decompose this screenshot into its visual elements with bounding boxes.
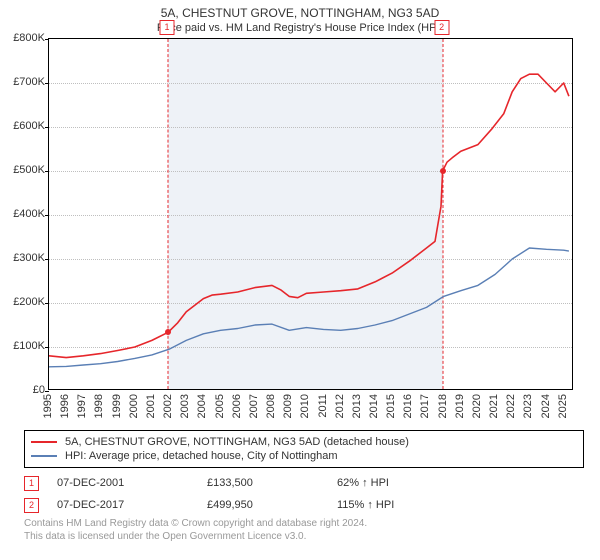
x-axis-label: 2002 xyxy=(162,394,174,418)
x-axis-label: 2017 xyxy=(419,394,431,418)
legend-label: HPI: Average price, detached house, City… xyxy=(65,450,338,462)
x-axis-label: 2012 xyxy=(334,394,346,418)
x-axis-label: 2023 xyxy=(522,394,534,418)
x-axis-label: 2015 xyxy=(385,394,397,418)
sale-dot xyxy=(165,329,171,335)
footer-line: This data is licensed under the Open Gov… xyxy=(24,531,584,544)
sale-points: 1 07-DEC-2001 £133,500 62% ↑ HPI 2 07-DE… xyxy=(24,472,584,516)
y-axis-label: £700K xyxy=(13,76,45,88)
x-axis-label: 2019 xyxy=(454,394,466,418)
x-axis-label: 2010 xyxy=(299,394,311,418)
x-axis-label: 1998 xyxy=(93,394,105,418)
legend-item: HPI: Average price, detached house, City… xyxy=(31,449,577,463)
legend-item: 5A, CHESTNUT GROVE, NOTTINGHAM, NG3 5AD … xyxy=(31,435,577,449)
y-axis-label: £200K xyxy=(13,296,45,308)
x-axis-label: 1996 xyxy=(59,394,71,418)
x-axis-label: 2005 xyxy=(214,394,226,418)
x-axis-label: 1999 xyxy=(111,394,123,418)
y-axis-label: £400K xyxy=(13,208,45,220)
x-axis-label: 1995 xyxy=(42,394,54,418)
x-axis-label: 2000 xyxy=(128,394,140,418)
footer-line: Contains HM Land Registry data © Crown c… xyxy=(24,518,584,531)
chart-container: £0£100K£200K£300K£400K£500K£600K£700K£80… xyxy=(48,38,573,390)
chart-svg xyxy=(49,39,574,391)
x-axis-label: 2022 xyxy=(505,394,517,418)
sale-price: £499,950 xyxy=(207,499,337,511)
sale-price: £133,500 xyxy=(207,477,337,489)
x-axis-label: 2020 xyxy=(471,394,483,418)
x-axis-label: 2003 xyxy=(179,394,191,418)
x-axis-label: 2009 xyxy=(282,394,294,418)
x-axis-label: 2004 xyxy=(196,394,208,418)
x-axis-label: 1997 xyxy=(76,394,88,418)
sale-relation: 115% ↑ HPI xyxy=(337,499,394,511)
event-marker-icon: 2 xyxy=(434,20,449,35)
chart-plot xyxy=(48,38,573,390)
legend-swatch xyxy=(31,441,57,443)
x-axis-label: 2025 xyxy=(557,394,569,418)
x-axis-label: 2007 xyxy=(248,394,260,418)
footer: Contains HM Land Registry data © Crown c… xyxy=(24,518,584,543)
legend-swatch xyxy=(31,455,57,457)
x-axis-label: 2016 xyxy=(402,394,414,418)
page-title: 5A, CHESTNUT GROVE, NOTTINGHAM, NG3 5AD xyxy=(0,6,600,20)
sale-dot xyxy=(440,168,446,174)
sale-point-row: 1 07-DEC-2001 £133,500 62% ↑ HPI xyxy=(24,472,584,494)
page-subtitle: Price paid vs. HM Land Registry's House … xyxy=(0,22,600,34)
x-axis-label: 2021 xyxy=(488,394,500,418)
sale-relation: 62% ↑ HPI xyxy=(337,477,389,489)
y-axis-label: £800K xyxy=(13,32,45,44)
event-marker-icon: 1 xyxy=(160,20,175,35)
sale-marker-icon: 1 xyxy=(24,476,39,491)
x-axis-label: 2024 xyxy=(540,394,552,418)
x-axis-label: 2014 xyxy=(368,394,380,418)
x-axis-label: 2011 xyxy=(317,394,329,418)
legend: 5A, CHESTNUT GROVE, NOTTINGHAM, NG3 5AD … xyxy=(24,430,584,468)
y-axis-label: £600K xyxy=(13,120,45,132)
y-axis-label: £300K xyxy=(13,252,45,264)
sale-point-row: 2 07-DEC-2017 £499,950 115% ↑ HPI xyxy=(24,494,584,516)
sale-date: 07-DEC-2001 xyxy=(57,477,207,489)
legend-label: 5A, CHESTNUT GROVE, NOTTINGHAM, NG3 5AD … xyxy=(65,436,409,448)
y-axis-label: £100K xyxy=(13,340,45,352)
x-axis-label: 2001 xyxy=(145,394,157,418)
y-axis-label: £500K xyxy=(13,164,45,176)
x-axis-label: 2006 xyxy=(231,394,243,418)
x-axis-label: 2013 xyxy=(351,394,363,418)
series-line-subject xyxy=(49,74,569,357)
sale-marker-icon: 2 xyxy=(24,498,39,513)
x-axis-label: 2008 xyxy=(265,394,277,418)
sale-date: 07-DEC-2017 xyxy=(57,499,207,511)
x-axis-label: 2018 xyxy=(437,394,449,418)
